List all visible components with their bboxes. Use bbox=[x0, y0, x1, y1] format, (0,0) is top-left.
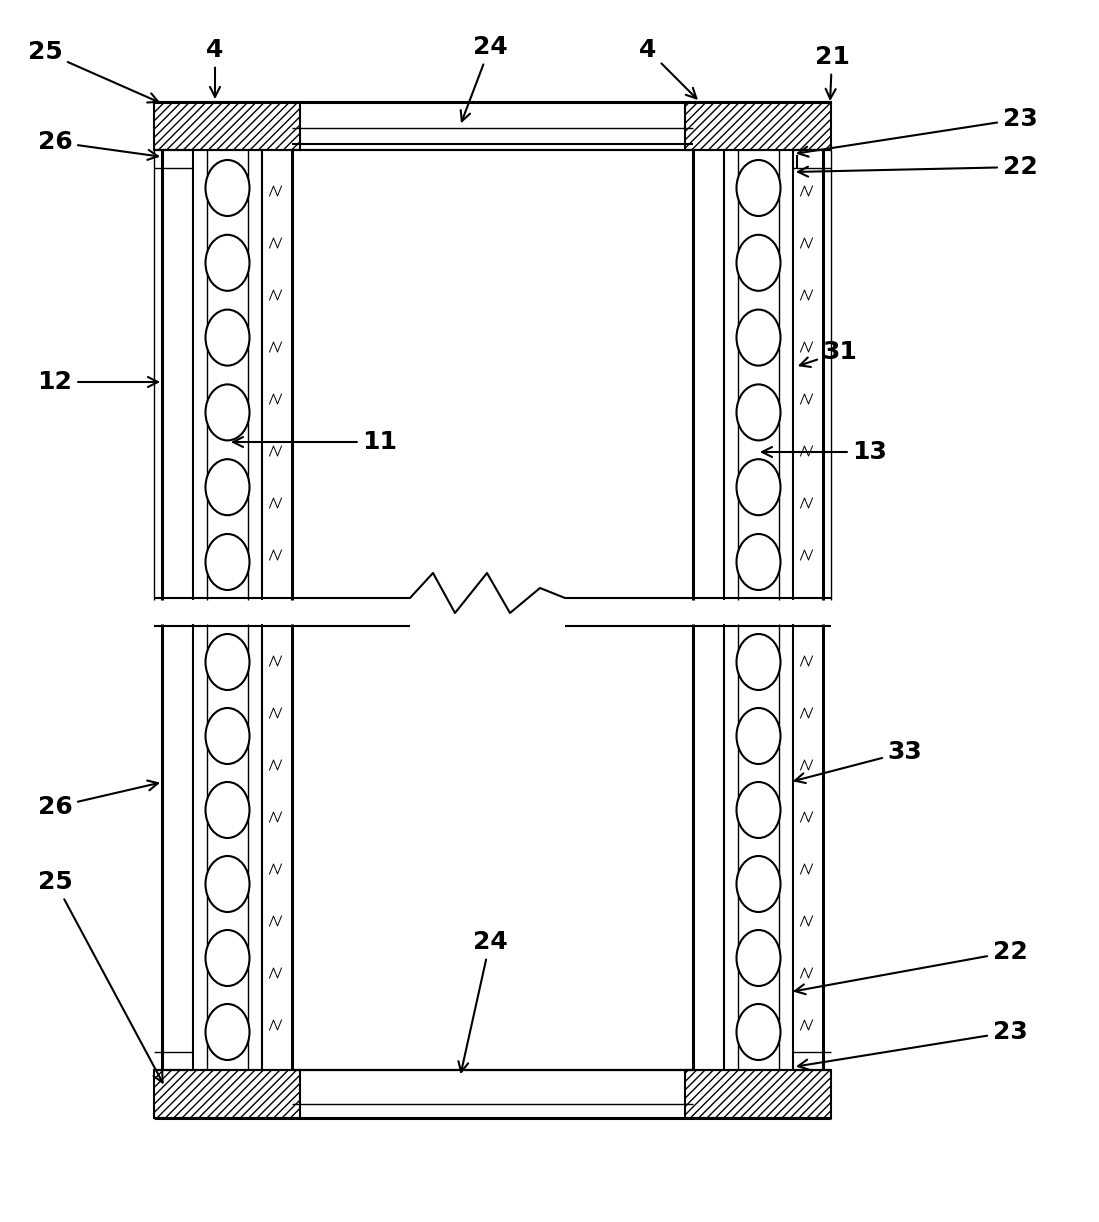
Text: 21: 21 bbox=[814, 45, 850, 99]
Text: 23: 23 bbox=[798, 108, 1037, 156]
Ellipse shape bbox=[736, 782, 780, 838]
Text: 24: 24 bbox=[458, 930, 508, 1072]
Ellipse shape bbox=[736, 235, 780, 291]
Ellipse shape bbox=[206, 1004, 249, 1059]
Text: 22: 22 bbox=[795, 940, 1028, 995]
Text: 4: 4 bbox=[207, 38, 224, 97]
Ellipse shape bbox=[736, 708, 780, 764]
Ellipse shape bbox=[206, 930, 249, 986]
Text: 31: 31 bbox=[800, 340, 857, 367]
Ellipse shape bbox=[206, 459, 249, 516]
Ellipse shape bbox=[206, 534, 249, 590]
Text: 4: 4 bbox=[640, 38, 697, 99]
Ellipse shape bbox=[206, 634, 249, 690]
Ellipse shape bbox=[736, 634, 780, 690]
Ellipse shape bbox=[206, 708, 249, 764]
Ellipse shape bbox=[736, 1004, 780, 1059]
Ellipse shape bbox=[206, 385, 249, 440]
Text: 11: 11 bbox=[233, 430, 398, 455]
Ellipse shape bbox=[736, 459, 780, 516]
Text: 25: 25 bbox=[37, 870, 163, 1083]
Text: 22: 22 bbox=[798, 155, 1037, 178]
Ellipse shape bbox=[736, 160, 780, 216]
Ellipse shape bbox=[736, 385, 780, 440]
Bar bbox=[685, 1070, 831, 1118]
Ellipse shape bbox=[736, 930, 780, 986]
Text: 12: 12 bbox=[37, 370, 158, 393]
Bar bbox=[154, 101, 300, 150]
Ellipse shape bbox=[206, 855, 249, 912]
Text: 23: 23 bbox=[798, 1020, 1028, 1069]
Ellipse shape bbox=[736, 309, 780, 365]
Bar bbox=[154, 1070, 300, 1118]
Ellipse shape bbox=[206, 235, 249, 291]
Text: 13: 13 bbox=[762, 440, 887, 464]
Text: 33: 33 bbox=[795, 741, 922, 783]
Text: 26: 26 bbox=[37, 130, 158, 160]
Ellipse shape bbox=[206, 309, 249, 365]
Ellipse shape bbox=[736, 534, 780, 590]
Text: 26: 26 bbox=[37, 781, 158, 819]
Ellipse shape bbox=[206, 782, 249, 838]
Text: 25: 25 bbox=[27, 40, 158, 103]
Bar bbox=[685, 101, 831, 150]
Ellipse shape bbox=[206, 160, 249, 216]
Text: 24: 24 bbox=[460, 35, 508, 121]
Ellipse shape bbox=[736, 855, 780, 912]
